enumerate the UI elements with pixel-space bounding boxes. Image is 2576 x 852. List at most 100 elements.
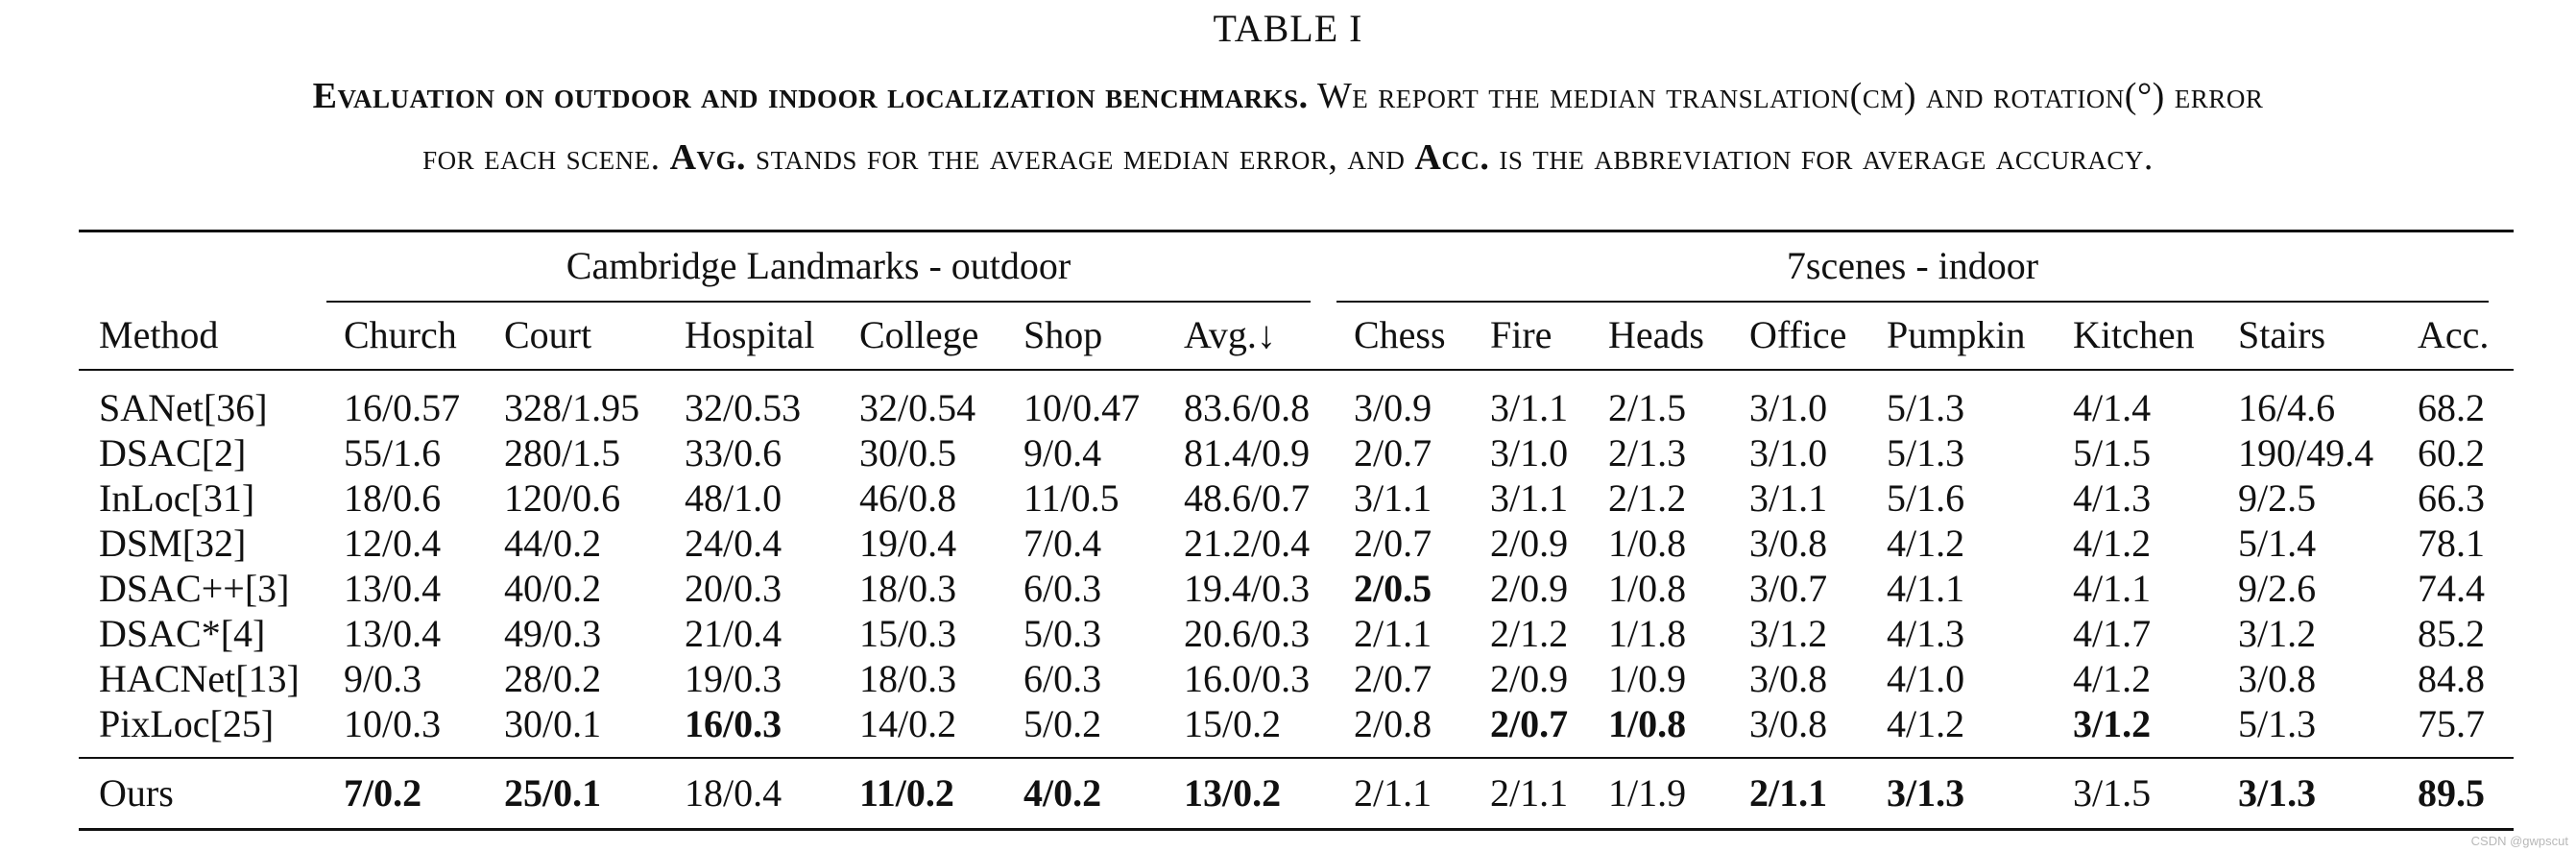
row-8-office-cell: 3/0.8 <box>1749 702 1828 745</box>
row-5-acc-cell: 74.4 <box>2418 567 2485 610</box>
row-3-pumpkin-cell: 5/1.6 <box>1887 476 1965 520</box>
row-3-office-cell: 3/1.1 <box>1749 476 1828 520</box>
row-7-fire-cell: 2/0.9 <box>1490 657 1569 700</box>
header-court-cell: Court <box>504 313 592 356</box>
header-pumpkin-cell: Pumpkin <box>1887 313 2026 356</box>
row-4-heads-cell: 1/0.8 <box>1608 522 1687 565</box>
row-2-college-cell: 30/0.5 <box>859 431 957 475</box>
row-3-acc-cell: 66.3 <box>2418 476 2485 520</box>
ours-acc-cell: 89.5 <box>2418 771 2485 815</box>
row-3-kitchen-cell: 4/1.3 <box>2073 476 2152 520</box>
caption-text: We report the median translation(cm) and… <box>1308 76 2264 116</box>
row-4-kitchen-cell: 4/1.2 <box>2073 522 2152 565</box>
row-6-college-cell: 15/0.3 <box>859 612 957 655</box>
header-fire-cell: Fire <box>1490 313 1553 356</box>
row-5-heads-cell: 1/0.8 <box>1608 567 1687 610</box>
row-2-method-cell: DSAC[2] <box>99 431 247 475</box>
table-caption: Evaluation on outdoor and indoor localiz… <box>38 65 2538 188</box>
row-4-church-cell: 12/0.4 <box>344 522 442 565</box>
row-4-hospital-cell: 24/0.4 <box>685 522 782 565</box>
row-2-pumpkin-cell: 5/1.3 <box>1887 431 1965 475</box>
row-6-fire-cell: 2/1.2 <box>1490 612 1569 655</box>
row-8-court-cell: 30/0.1 <box>504 702 602 745</box>
ours-rule <box>79 757 2514 759</box>
row-7-heads-cell: 1/0.9 <box>1608 657 1687 700</box>
row-2-acc-cell: 60.2 <box>2418 431 2485 475</box>
row-4-avg-cell: 21.2/0.4 <box>1184 522 1311 565</box>
ours-hospital-cell: 18/0.4 <box>685 771 782 815</box>
bottom-rule <box>79 828 2514 831</box>
row-4-stairs-cell: 5/1.4 <box>2238 522 2317 565</box>
caption-line-2: for each scene. Avg. stands for the aver… <box>38 127 2538 188</box>
row-8-pumpkin-cell: 4/1.2 <box>1887 702 1965 745</box>
row-4-court-cell: 44/0.2 <box>504 522 602 565</box>
ours-pumpkin-cell: 3/1.3 <box>1887 771 1965 815</box>
header-college-cell: College <box>859 313 979 356</box>
row-3-church-cell: 18/0.6 <box>344 476 442 520</box>
row-8-hospital-cell: 16/0.3 <box>685 702 782 745</box>
header-heads-cell: Heads <box>1608 313 1704 356</box>
row-1-college-cell: 32/0.54 <box>859 386 976 429</box>
header-hospital-cell: Hospital <box>685 313 815 356</box>
row-2-heads-cell: 2/1.3 <box>1608 431 1687 475</box>
header-kitchen-cell: Kitchen <box>2073 313 2195 356</box>
row-8-shop-cell: 5/0.2 <box>1023 702 1102 745</box>
group-rule-indoor <box>1336 301 2489 303</box>
row-8-heads-cell: 1/0.8 <box>1608 702 1687 745</box>
row-2-office-cell: 3/1.0 <box>1749 431 1828 475</box>
row-5-church-cell: 13/0.4 <box>344 567 442 610</box>
row-6-heads-cell: 1/1.8 <box>1608 612 1687 655</box>
ours-heads-cell: 1/1.9 <box>1608 771 1687 815</box>
row-8-college-cell: 14/0.2 <box>859 702 957 745</box>
row-8-fire-cell: 2/0.7 <box>1490 702 1569 745</box>
row-3-chess-cell: 3/1.1 <box>1354 476 1432 520</box>
caption-title: Evaluation on outdoor and indoor localiz… <box>312 76 1309 116</box>
row-1-court-cell: 328/1.95 <box>504 386 640 429</box>
row-7-college-cell: 18/0.3 <box>859 657 957 700</box>
ours-method-cell: Ours <box>99 771 174 815</box>
row-4-pumpkin-cell: 4/1.2 <box>1887 522 1965 565</box>
row-7-office-cell: 3/0.8 <box>1749 657 1828 700</box>
row-2-court-cell: 280/1.5 <box>504 431 621 475</box>
row-2-avg-cell: 81.4/0.9 <box>1184 431 1311 475</box>
row-5-pumpkin-cell: 4/1.1 <box>1887 567 1965 610</box>
row-7-acc-cell: 84.8 <box>2418 657 2485 700</box>
row-7-church-cell: 9/0.3 <box>344 657 422 700</box>
row-5-kitchen-cell: 4/1.1 <box>2073 567 2152 610</box>
row-7-court-cell: 28/0.2 <box>504 657 602 700</box>
row-6-stairs-cell: 3/1.2 <box>2238 612 2317 655</box>
row-3-method-cell: InLoc[31] <box>99 476 255 520</box>
row-5-court-cell: 40/0.2 <box>504 567 602 610</box>
row-2-kitchen-cell: 5/1.5 <box>2073 431 2152 475</box>
header-avg-cell: Avg.↓ <box>1184 313 1276 356</box>
row-6-method-cell: DSAC*[4] <box>99 612 266 655</box>
row-7-chess-cell: 2/0.7 <box>1354 657 1432 700</box>
row-6-acc-cell: 85.2 <box>2418 612 2485 655</box>
row-6-avg-cell: 20.6/0.3 <box>1184 612 1311 655</box>
row-7-avg-cell: 16.0/0.3 <box>1184 657 1311 700</box>
row-5-fire-cell: 2/0.9 <box>1490 567 1569 610</box>
row-5-college-cell: 18/0.3 <box>859 567 957 610</box>
row-8-kitchen-cell: 3/1.2 <box>2073 702 2152 745</box>
header-stairs-cell: Stairs <box>2238 313 2326 356</box>
ours-court-cell: 25/0.1 <box>504 771 602 815</box>
row-5-avg-cell: 19.4/0.3 <box>1184 567 1311 610</box>
group-rule-outdoor <box>326 301 1311 303</box>
caption-line-1: Evaluation on outdoor and indoor localiz… <box>38 65 2538 127</box>
row-8-avg-cell: 15/0.2 <box>1184 702 1282 745</box>
row-3-avg-cell: 48.6/0.7 <box>1184 476 1311 520</box>
top-rule <box>79 230 2514 232</box>
row-6-church-cell: 13/0.4 <box>344 612 442 655</box>
row-6-chess-cell: 2/1.1 <box>1354 612 1432 655</box>
row-8-stairs-cell: 5/1.3 <box>2238 702 2317 745</box>
row-2-hospital-cell: 33/0.6 <box>685 431 782 475</box>
watermark: CSDN @gwpscut <box>2470 834 2568 848</box>
row-3-heads-cell: 2/1.2 <box>1608 476 1687 520</box>
row-7-pumpkin-cell: 4/1.0 <box>1887 657 1965 700</box>
row-6-shop-cell: 5/0.3 <box>1023 612 1102 655</box>
caption-term-acc: Acc. <box>1414 137 1490 178</box>
row-6-pumpkin-cell: 4/1.3 <box>1887 612 1965 655</box>
header-acc-cell: Acc. <box>2418 313 2490 356</box>
header-chess-cell: Chess <box>1354 313 1446 356</box>
row-3-shop-cell: 11/0.5 <box>1023 476 1119 520</box>
